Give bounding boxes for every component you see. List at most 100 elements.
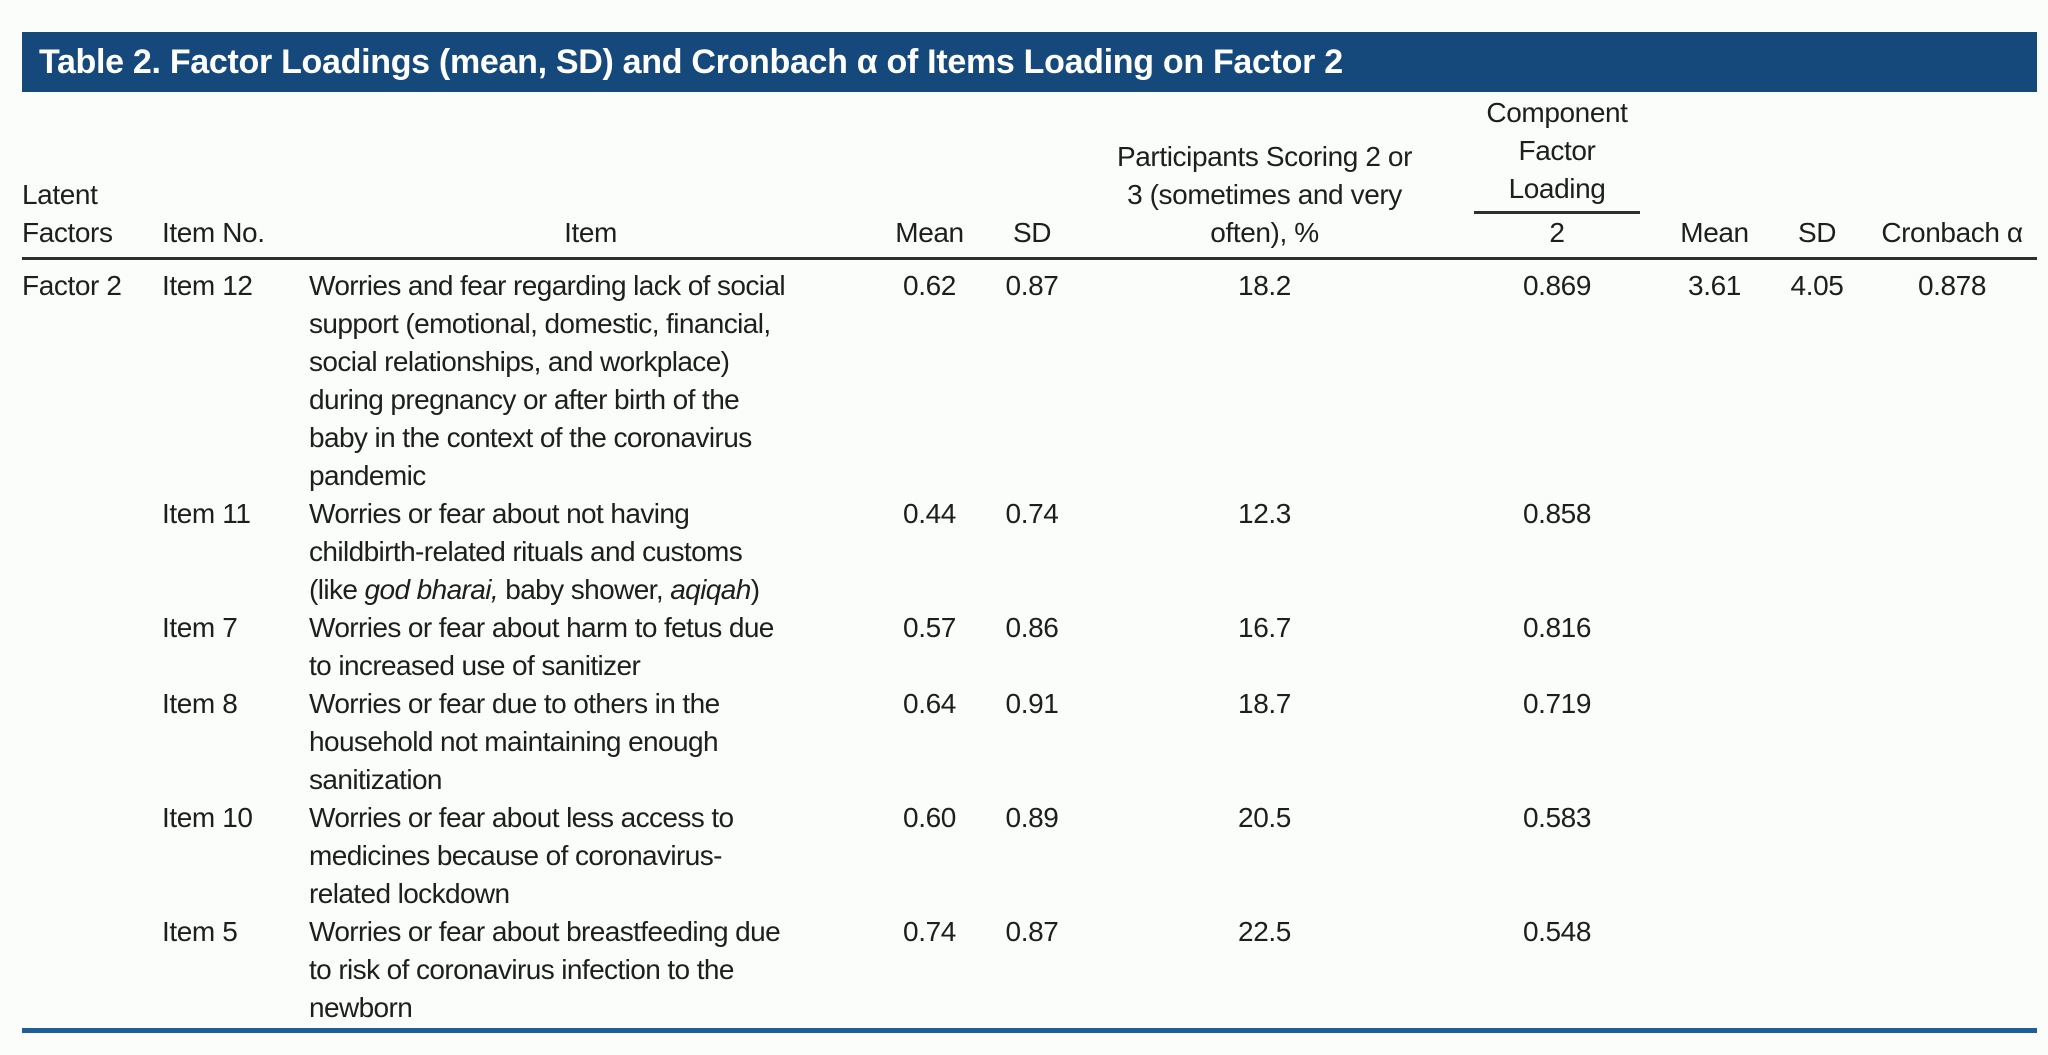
loading-cell: 0.548 — [1522, 915, 1592, 947]
latent-factor-cell: Factor 2 — [22, 269, 122, 301]
loading-cell: 0.869 — [1522, 269, 1592, 301]
participants-pct-cell: 20.5 — [1238, 801, 1291, 833]
table-title-bar: Table 2. Factor Loadings (mean, SD) and … — [22, 32, 2037, 92]
table-row: Item 11 Worries or fear about not having c… — [22, 495, 2037, 609]
participants-pct-cell: 18.7 — [1238, 687, 1291, 719]
component-loading-label: Component Factor Loading — [1486, 96, 1628, 204]
latent-factor-cell — [22, 913, 162, 1027]
item-text: Worries or fear due to others in the — [309, 687, 720, 719]
mean-cell: 0.57 — [903, 611, 956, 643]
item-text-cell: Worries or fear due to others in the hous… — [309, 685, 872, 799]
item-no-cell: Item 8 — [162, 687, 238, 719]
component-loading-underline — [1474, 210, 1640, 214]
factor-loadings-table: Latent Factors Item No. Item Mean SD Par… — [22, 92, 2037, 1027]
overall-sd-cell: 4.05 — [1790, 269, 1844, 301]
participants-pct-cell: 18.2 — [1238, 269, 1291, 301]
item-text: related lockdown — [309, 877, 510, 909]
overall-sd-cell — [1767, 495, 1867, 609]
item-text: ) — [750, 573, 760, 605]
item-text: medicines because of coronavirus- — [309, 839, 722, 871]
latent-factor-cell — [22, 685, 162, 799]
table-row: Item 7 Worries or fear about harm to fetu… — [22, 609, 2037, 685]
item-text-italic: aqiqah — [670, 573, 751, 605]
item-text: to increased use of sanitizer — [309, 649, 641, 681]
mean-cell: 0.44 — [903, 497, 956, 529]
cronbach-alpha-cell — [1867, 913, 2037, 1027]
item-text: Worries or fear about harm to fetus due — [309, 611, 774, 643]
col-header-mean: Mean — [872, 92, 987, 260]
sd-cell: 0.89 — [1005, 801, 1059, 833]
overall-mean-cell — [1662, 913, 1767, 1027]
overall-mean-cell — [1662, 609, 1767, 685]
cronbach-alpha-cell — [1867, 495, 2037, 609]
col-header-latent-factors: Latent Factors — [22, 92, 162, 260]
col-header-component-loading: Component Factor Loading 2 — [1452, 92, 1662, 260]
overall-sd-cell — [1767, 913, 1867, 1027]
item-text: social relationships, and workplace) — [309, 345, 730, 377]
mean-cell: 0.64 — [903, 687, 956, 719]
item-text-cell: Worries or fear about less access to medi… — [309, 799, 872, 913]
item-text: Worries or fear about breastfeeding due — [309, 915, 781, 947]
loading-cell: 0.719 — [1522, 687, 1592, 719]
item-no-cell: Item 11 — [162, 497, 251, 529]
col-header-item: Item — [309, 92, 872, 260]
item-text: Worries or fear about less access to — [309, 801, 734, 833]
cronbach-alpha-cell — [1867, 799, 2037, 913]
item-text: baby in the context of the coronavirus — [309, 421, 752, 453]
table-row: Item 10 Worries or fear about less access… — [22, 799, 2037, 913]
loading-cell: 0.816 — [1522, 611, 1592, 643]
latent-factor-cell — [22, 609, 162, 685]
item-text-cell: Worries and fear regarding lack of socia… — [309, 258, 872, 495]
sd-cell: 0.86 — [1005, 611, 1059, 643]
overall-sd-cell — [1767, 609, 1867, 685]
item-text: pandemic — [309, 459, 426, 491]
participants-pct-cell: 12.3 — [1238, 497, 1291, 529]
overall-mean-cell — [1662, 799, 1767, 913]
col-header-sd: SD — [987, 92, 1077, 260]
table-bottom-rule — [22, 1028, 2037, 1033]
overall-sd-cell — [1767, 685, 1867, 799]
overall-sd-cell — [1767, 799, 1867, 913]
mean-cell: 0.62 — [903, 269, 956, 301]
item-text: support (emotional, domestic, financial, — [309, 307, 771, 339]
item-no-cell: Item 12 — [162, 269, 253, 301]
sd-cell: 0.91 — [1005, 687, 1059, 719]
overall-mean-cell: 3.61 — [1688, 269, 1741, 301]
item-text: Worries or fear about not having — [309, 497, 690, 529]
sd-cell: 0.87 — [1005, 269, 1059, 301]
item-text: baby shower, — [498, 573, 671, 605]
overall-mean-cell — [1662, 495, 1767, 609]
sd-cell: 0.74 — [1005, 497, 1059, 529]
col-header-cronbach-alpha: Cronbach α — [1867, 92, 2037, 260]
header-row: Latent Factors Item No. Item Mean SD Par… — [22, 92, 2037, 260]
participants-pct-cell: 22.5 — [1238, 915, 1291, 947]
col-header-overall-sd: SD — [1767, 92, 1867, 260]
item-text: to risk of coronavirus infection to the — [309, 953, 734, 985]
latent-factor-cell — [22, 495, 162, 609]
mean-cell: 0.60 — [903, 801, 956, 833]
cronbach-alpha-cell: 0.878 — [1917, 269, 1987, 301]
component-loading-sub: 2 — [1549, 216, 1565, 248]
sd-cell: 0.87 — [1005, 915, 1059, 947]
item-text: during pregnancy or after birth of the — [309, 383, 740, 415]
table-body: Factor 2 Item 12 Worries and fear regardin… — [22, 258, 2037, 1027]
cronbach-alpha-cell — [1867, 685, 2037, 799]
item-no-cell: Item 10 — [162, 801, 253, 833]
loading-cell: 0.858 — [1522, 497, 1592, 529]
latent-factor-cell — [22, 799, 162, 913]
overall-mean-cell — [1662, 685, 1767, 799]
item-text: (like — [309, 573, 365, 605]
item-text: household not maintaining enough — [309, 725, 719, 757]
item-text: childbirth-related rituals and customs — [309, 535, 743, 567]
item-no-cell: Item 5 — [162, 915, 238, 947]
col-header-participants: Participants Scoring 2 or 3 (sometimes a… — [1077, 92, 1452, 260]
item-text-cell: Worries or fear about breastfeeding due t… — [309, 913, 872, 1027]
col-header-overall-mean: Mean — [1662, 92, 1767, 260]
item-text: newborn — [309, 991, 413, 1023]
item-no-cell: Item 7 — [162, 611, 238, 643]
cronbach-alpha-cell — [1867, 609, 2037, 685]
item-text-cell: Worries or fear about harm to fetus due t… — [309, 609, 872, 685]
item-text-italic: god bharai, — [364, 573, 499, 605]
participants-pct-cell: 16.7 — [1238, 611, 1291, 643]
